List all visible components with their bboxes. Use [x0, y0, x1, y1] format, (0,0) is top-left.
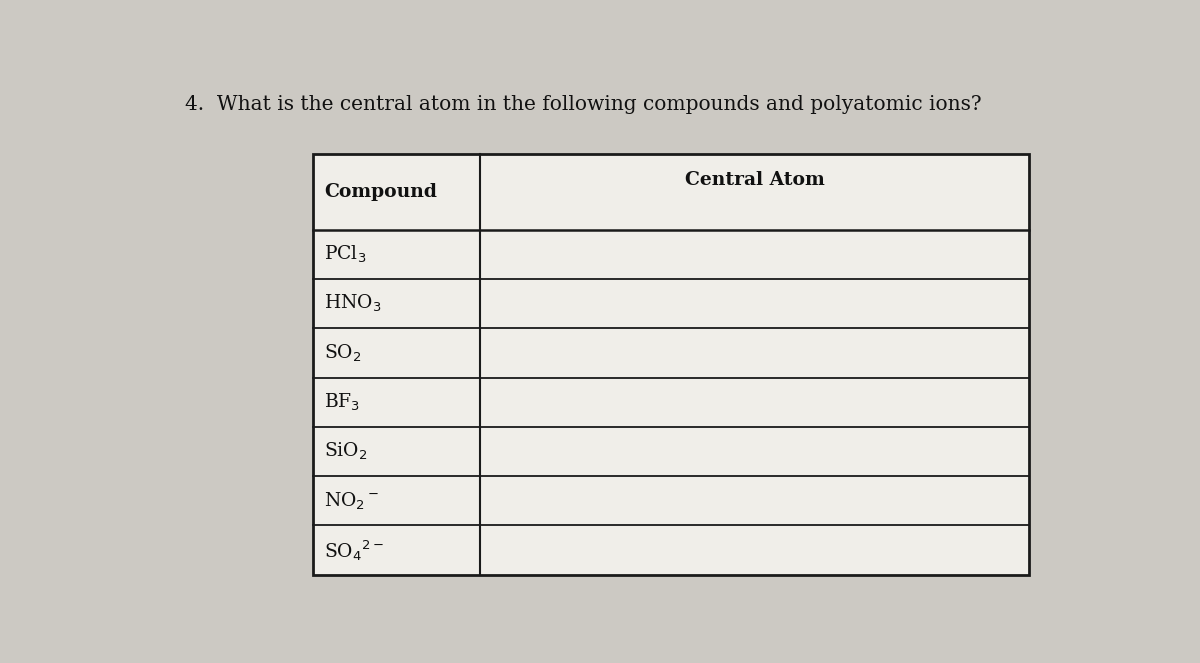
Text: 4.  What is the central atom in the following compounds and polyatomic ions?: 4. What is the central atom in the follo… — [185, 95, 982, 114]
Text: PCl$_3$: PCl$_3$ — [324, 244, 366, 265]
Text: SO$_4$$^{2-}$: SO$_4$$^{2-}$ — [324, 538, 384, 562]
Text: HNO$_3$: HNO$_3$ — [324, 293, 382, 314]
Text: BF$_3$: BF$_3$ — [324, 392, 360, 413]
Text: NO$_2$$^-$: NO$_2$$^-$ — [324, 490, 379, 512]
Text: Central Atom: Central Atom — [685, 171, 824, 190]
Text: Compound: Compound — [324, 183, 437, 201]
Text: SiO$_2$: SiO$_2$ — [324, 441, 367, 462]
Text: SO$_2$: SO$_2$ — [324, 342, 361, 364]
